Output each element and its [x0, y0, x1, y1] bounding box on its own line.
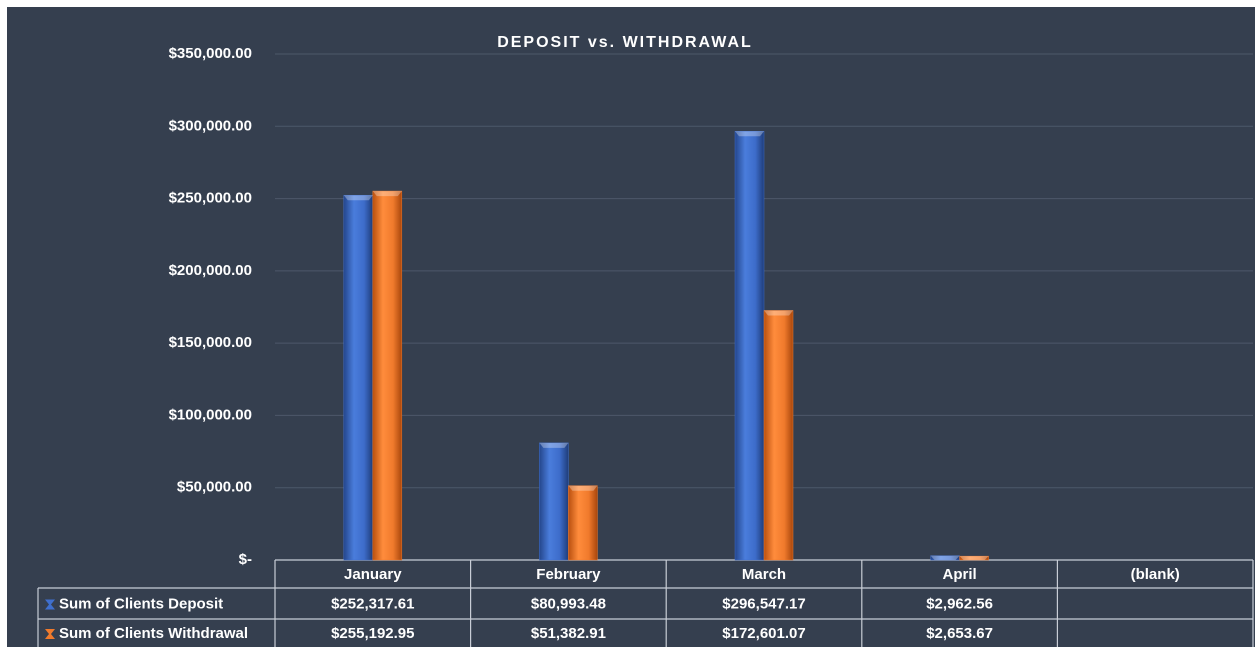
- table-value: $80,993.48: [531, 595, 606, 612]
- bar: [343, 194, 374, 561]
- bar: [959, 555, 989, 561]
- legend-label: Sum of Clients Deposit: [59, 595, 223, 612]
- bar-cap: [343, 195, 373, 201]
- y-tick-label: $-: [239, 551, 252, 568]
- bar-cap: [539, 442, 569, 448]
- x-tick-label: January: [344, 566, 402, 583]
- y-tick-label: $250,000.00: [169, 190, 252, 207]
- table-value: $2,653.67: [926, 625, 993, 642]
- legend-label: Sum of Clients Withdrawal: [59, 625, 248, 642]
- bar-cap: [959, 556, 989, 560]
- table-value: $172,601.07: [722, 625, 805, 642]
- y-tick-label: $350,000.00: [169, 45, 252, 62]
- table-value: $255,192.95: [331, 625, 414, 642]
- x-tick-label: (blank): [1131, 566, 1180, 583]
- y-tick-label: $100,000.00: [169, 406, 252, 423]
- x-tick-label: March: [742, 566, 786, 583]
- bar: [763, 310, 794, 561]
- table-value: $252,317.61: [331, 595, 414, 612]
- y-tick-label: $150,000.00: [169, 334, 252, 351]
- table-value: $51,382.91: [531, 625, 606, 642]
- table-value: $2,962.56: [926, 595, 993, 612]
- chart-title: DEPOSIT vs. WITHDRAWAL: [497, 34, 753, 51]
- bar-cap: [764, 310, 793, 316]
- bar-cap: [930, 555, 960, 560]
- table-value: $296,547.17: [722, 595, 805, 612]
- y-tick-label: $300,000.00: [169, 117, 252, 134]
- bar: [372, 190, 403, 561]
- bar-cap: [735, 131, 764, 137]
- bar: [568, 485, 598, 561]
- legend-marker: [45, 599, 55, 610]
- legend-marker: [45, 629, 55, 639]
- y-tick-label: $50,000.00: [177, 479, 252, 496]
- x-tick-label: April: [943, 566, 977, 583]
- y-tick-label: $200,000.00: [169, 262, 252, 279]
- chart-background: [7, 7, 1255, 647]
- bar: [539, 442, 569, 561]
- bar: [734, 131, 765, 561]
- bar-cap: [568, 485, 598, 491]
- bar-cap: [372, 191, 402, 197]
- x-tick-label: February: [536, 566, 601, 583]
